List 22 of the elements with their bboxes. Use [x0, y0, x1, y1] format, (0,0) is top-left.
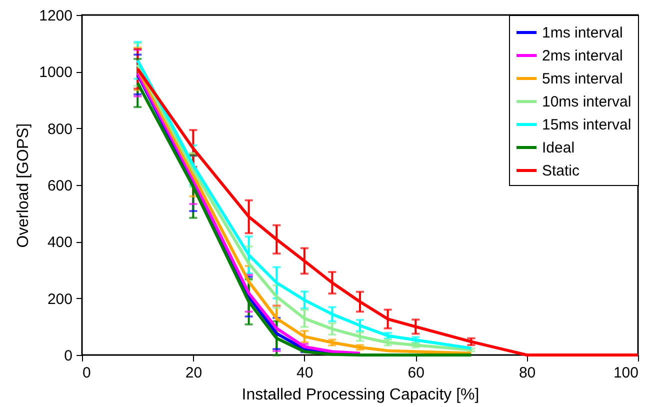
legend-label: 1ms interval [542, 24, 623, 42]
legend-label: 5ms interval [542, 70, 623, 88]
y-tick-label: 1000 [39, 64, 72, 82]
y-tick-label: 800 [47, 120, 72, 138]
legend-label: 2ms interval [542, 48, 623, 64]
x-tick-label: 60 [408, 364, 424, 382]
x-tick-label: 0 [82, 364, 91, 382]
y-tick-label: 0 [64, 348, 72, 364]
y-axis-title: Overload [GOPS] [15, 123, 32, 248]
legend-label: Ideal [542, 140, 575, 156]
x-axis-title: Installed Processing Capacity [%] [242, 386, 480, 404]
x-tick-label: 20 [185, 364, 202, 382]
legend-label: Static [542, 162, 580, 180]
x-tick-label: 80 [518, 364, 536, 382]
y-tick-label: 1200 [39, 8, 72, 24]
x-tick-label: 100 [613, 364, 638, 382]
y-tick-label: 400 [47, 234, 72, 252]
x-tick-label: 40 [296, 364, 314, 382]
y-tick-label: 600 [47, 178, 72, 194]
legend-label: 15ms interval [542, 116, 632, 134]
y-tick-label: 200 [47, 290, 72, 308]
legend-label: 10ms interval [542, 94, 632, 110]
